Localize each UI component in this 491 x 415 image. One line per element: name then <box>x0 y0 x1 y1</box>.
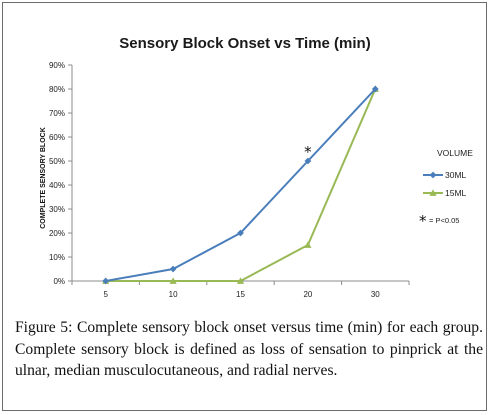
series-line-15ml <box>105 88 377 282</box>
significance-note: * = P<0.05 <box>419 212 459 230</box>
x-tick-label: 15 <box>236 290 245 299</box>
y-tick-label: 70% <box>49 109 65 118</box>
legend-title: VOLUME <box>437 148 473 158</box>
x-tick-label: 10 <box>169 290 178 299</box>
y-axis-label: COMPLETE SENSORY BLOCK <box>40 127 47 229</box>
significance-marker: * <box>304 143 312 161</box>
data-point-30ml <box>371 85 379 93</box>
figure-frame: Sensory Block Onset vs Time (min) COMPLE… <box>2 2 487 411</box>
legend-label-30ml: 30ML <box>445 170 467 180</box>
data-point-15ml <box>236 277 245 284</box>
figure-caption: Figure 5: Complete sensory block onset v… <box>15 317 483 382</box>
legend-item-15ml: 15ML <box>423 188 467 198</box>
chart-title: Sensory Block Onset vs Time (min) <box>119 35 370 52</box>
data-point-30ml <box>237 229 244 237</box>
y-tick-label: 50% <box>49 157 65 166</box>
chart-area: Sensory Block Onset vs Time (min) COMPLE… <box>3 3 488 308</box>
data-point-15ml <box>169 277 177 284</box>
legend-marker-30ml <box>429 171 437 179</box>
y-tick-label: 30% <box>49 205 65 214</box>
y-axis-label-group: COMPLETE SENSORY BLOCK <box>40 127 47 229</box>
series-15ml <box>102 85 379 284</box>
x-tick-label: 30 <box>371 290 380 299</box>
x-tick-label: 20 <box>303 290 312 299</box>
y-tick-label: 90% <box>49 61 65 70</box>
significance-symbol: * <box>419 212 427 230</box>
y-tick-label: 40% <box>49 181 65 190</box>
y-tick-label: 80% <box>49 85 65 94</box>
legend-item-30ml: 30ML <box>423 170 467 180</box>
y-tick-label: 10% <box>49 253 65 262</box>
legend-label-15ml: 15ML <box>445 188 467 198</box>
series-30ml <box>102 85 379 285</box>
data-point-30ml <box>304 157 312 165</box>
legend-marker-15ml <box>429 189 437 196</box>
x-tick-label: 5 <box>103 290 108 299</box>
series-layer: * <box>102 85 379 285</box>
y-tick-label: 20% <box>49 229 65 238</box>
data-point-30ml <box>169 265 177 273</box>
caption-text: Complete sensory block onset versus time… <box>15 319 483 379</box>
significance-text: = P<0.05 <box>429 216 459 225</box>
caption-label: Figure 5: <box>15 319 73 336</box>
legend: VOLUME 30ML 15ML <box>423 148 473 198</box>
y-tick-label: 60% <box>49 133 65 142</box>
line-chart: Sensory Block Onset vs Time (min) COMPLE… <box>40 35 473 299</box>
data-point-15ml <box>304 241 312 248</box>
y-tick-label: 0% <box>53 277 65 286</box>
data-point-30ml <box>102 277 110 285</box>
axes: 0% 10% 20% 30% 40% 50% 60% 70% 80% 90% 5 10 15 20 30 <box>49 61 410 299</box>
